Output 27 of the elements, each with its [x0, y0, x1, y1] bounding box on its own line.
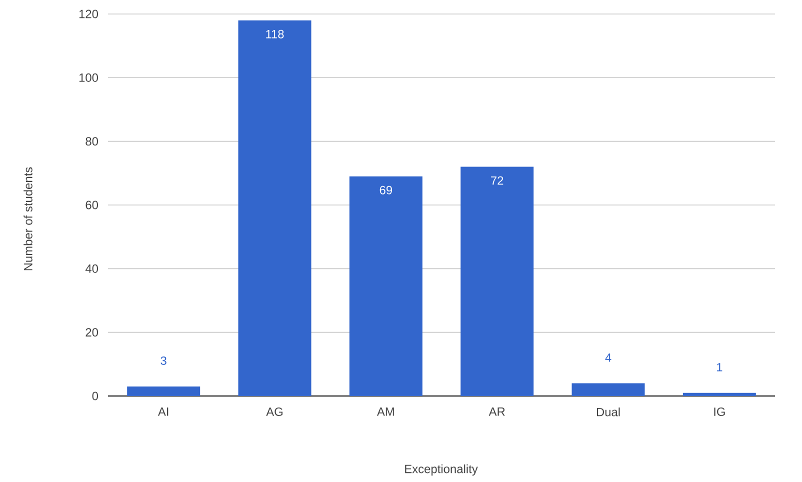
- y-tick-label: 20: [86, 328, 98, 337]
- y-axis-title: Number of students: [24, 167, 32, 270]
- data-label: 72: [491, 176, 504, 185]
- y-tick-label: 0: [92, 392, 98, 400]
- bar: [682, 392, 756, 396]
- x-tick-label: IG: [714, 408, 725, 416]
- data-label: 4: [605, 354, 612, 362]
- y-tick-label: 120: [79, 10, 98, 18]
- x-tick-label: AG: [266, 408, 282, 416]
- data-label: 1: [717, 363, 722, 372]
- y-tick-label: 40: [85, 264, 98, 273]
- bar: [460, 166, 534, 396]
- y-tick-label: 80: [86, 137, 98, 146]
- bar: [572, 383, 645, 396]
- bar: [127, 386, 200, 396]
- y-tick-label: 60: [86, 200, 98, 210]
- x-tick-label: AR: [488, 408, 505, 416]
- x-tick-label: Dual: [596, 408, 620, 416]
- data-label: 3: [160, 356, 166, 365]
- data-label: 69: [380, 186, 392, 194]
- bar: [238, 20, 312, 396]
- x-tick-label: AI: [158, 408, 168, 416]
- data-label: 118: [266, 30, 284, 38]
- y-tick-label: 100: [79, 73, 98, 82]
- bar: [349, 176, 422, 396]
- x-axis-title: Exceptionality: [405, 464, 478, 476]
- x-tick-label: AM: [376, 408, 394, 416]
